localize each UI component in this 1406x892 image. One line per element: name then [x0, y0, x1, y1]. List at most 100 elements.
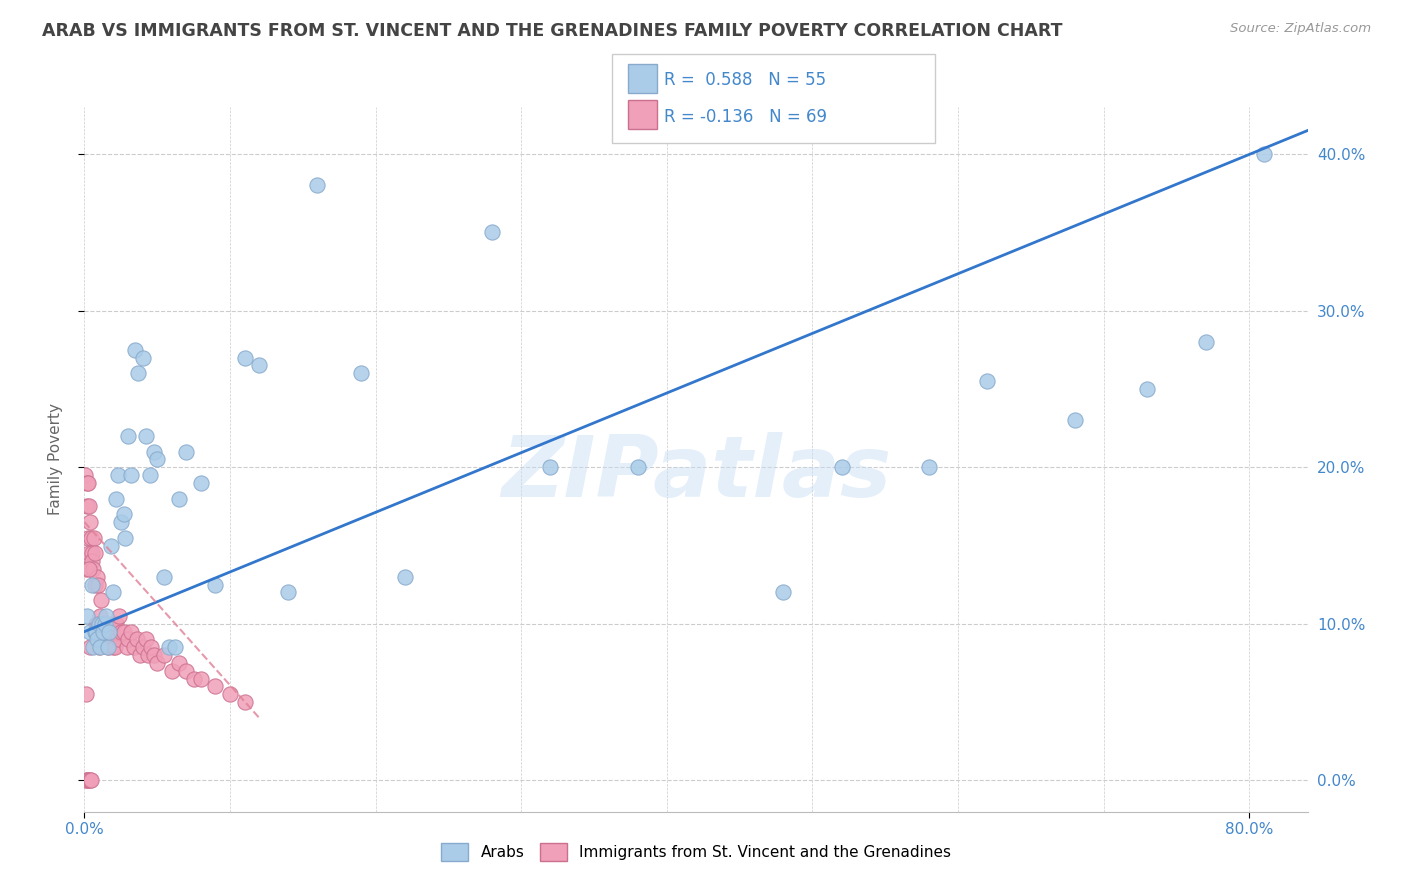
Point: [115, 640, 138, 655]
Point: [128, 648, 150, 662]
Point: [204, 577, 226, 591]
Point: [131, 351, 153, 365]
Point: [143, 444, 166, 458]
Point: [100, 539, 122, 553]
Point: [108, 609, 131, 624]
Point: [219, 687, 242, 701]
Point: [93, 616, 115, 631]
Point: [104, 640, 127, 655]
Point: [77, 531, 100, 545]
Point: [976, 374, 998, 388]
Point: [157, 640, 180, 655]
Point: [89, 624, 111, 639]
Point: [77, 773, 100, 788]
Point: [146, 452, 169, 467]
Point: [107, 632, 129, 647]
Point: [83, 624, 105, 639]
Point: [90, 593, 112, 607]
Point: [112, 624, 135, 639]
Point: [103, 640, 125, 655]
Legend: Arabs, Immigrants from St. Vincent and the Grenadines: Arabs, Immigrants from St. Vincent and t…: [434, 837, 957, 868]
Point: [143, 648, 166, 662]
Point: [79, 640, 101, 655]
Point: [153, 648, 176, 662]
Point: [80, 546, 103, 560]
Point: [76, 773, 98, 788]
Point: [82, 562, 104, 576]
Point: [80, 577, 103, 591]
Point: [125, 632, 148, 647]
Point: [96, 609, 118, 624]
Point: [124, 343, 146, 357]
Point: [76, 500, 98, 514]
Point: [98, 624, 121, 639]
Point: [105, 491, 128, 506]
Point: [97, 640, 120, 655]
Point: [101, 624, 124, 639]
Point: [146, 656, 169, 670]
Point: [75, 468, 97, 483]
Point: [122, 640, 145, 655]
Point: [167, 656, 190, 670]
Point: [127, 366, 149, 380]
Point: [1195, 334, 1218, 349]
Point: [91, 624, 114, 639]
Point: [233, 695, 256, 709]
Point: [117, 429, 139, 443]
Point: [772, 585, 794, 599]
Point: [139, 468, 162, 483]
Point: [77, 562, 100, 576]
Point: [77, 500, 100, 514]
Point: [79, 773, 101, 788]
Point: [93, 632, 115, 647]
Point: [103, 585, 125, 599]
Point: [82, 554, 104, 568]
Point: [76, 609, 98, 624]
Point: [163, 640, 186, 655]
Point: [135, 632, 157, 647]
Point: [138, 648, 160, 662]
Point: [83, 577, 105, 591]
Point: [89, 609, 111, 624]
Point: [481, 225, 503, 239]
Point: [80, 773, 103, 788]
Point: [350, 366, 373, 380]
Point: [131, 640, 153, 655]
Point: [84, 624, 107, 639]
Point: [1253, 147, 1275, 161]
Point: [96, 632, 118, 647]
Point: [89, 640, 111, 655]
Point: [107, 468, 129, 483]
Point: [110, 624, 132, 639]
Point: [307, 178, 329, 193]
Point: [1136, 382, 1159, 396]
Text: R =  0.588   N = 55: R = 0.588 N = 55: [664, 70, 825, 88]
Point: [84, 616, 107, 631]
Text: ARAB VS IMMIGRANTS FROM ST. VINCENT AND THE GRENADINES FAMILY POVERTY CORRELATIO: ARAB VS IMMIGRANTS FROM ST. VINCENT AND …: [42, 22, 1063, 40]
Point: [190, 475, 212, 490]
Text: R = -0.136   N = 69: R = -0.136 N = 69: [664, 108, 827, 126]
Point: [98, 624, 121, 639]
Point: [97, 640, 120, 655]
Point: [91, 624, 114, 639]
Point: [1063, 413, 1085, 427]
Point: [76, 475, 98, 490]
Point: [120, 468, 142, 483]
Point: [79, 546, 101, 560]
Point: [87, 577, 110, 591]
Point: [90, 616, 112, 631]
Point: [105, 616, 128, 631]
Point: [174, 444, 197, 458]
Point: [183, 672, 205, 686]
Point: [174, 664, 197, 678]
Point: [831, 460, 853, 475]
Point: [918, 460, 941, 475]
Point: [86, 616, 108, 631]
Point: [277, 585, 299, 599]
Point: [135, 429, 157, 443]
Point: [114, 531, 136, 545]
Point: [160, 664, 183, 678]
Point: [75, 562, 97, 576]
Point: [87, 616, 110, 631]
Point: [76, 475, 98, 490]
